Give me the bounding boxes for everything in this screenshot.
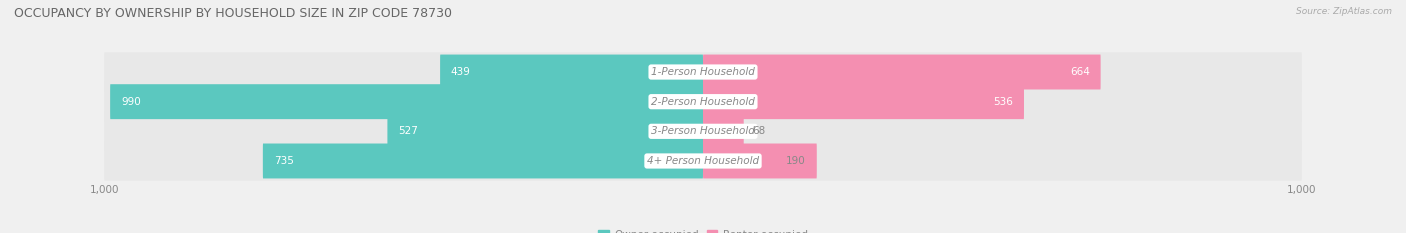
Text: 4+ Person Household: 4+ Person Household	[647, 156, 759, 166]
Text: 439: 439	[451, 67, 471, 77]
FancyBboxPatch shape	[104, 82, 1302, 121]
FancyBboxPatch shape	[703, 84, 1024, 119]
FancyBboxPatch shape	[703, 114, 744, 149]
Text: 664: 664	[1070, 67, 1090, 77]
Text: 527: 527	[398, 126, 418, 136]
FancyBboxPatch shape	[263, 144, 703, 178]
Text: 735: 735	[274, 156, 294, 166]
FancyBboxPatch shape	[110, 84, 703, 119]
Text: 2-Person Household: 2-Person Household	[651, 97, 755, 107]
Text: OCCUPANCY BY OWNERSHIP BY HOUSEHOLD SIZE IN ZIP CODE 78730: OCCUPANCY BY OWNERSHIP BY HOUSEHOLD SIZE…	[14, 7, 453, 20]
Text: 3-Person Household: 3-Person Household	[651, 126, 755, 136]
FancyBboxPatch shape	[104, 52, 1302, 92]
Legend: Owner-occupied, Renter-occupied: Owner-occupied, Renter-occupied	[595, 226, 811, 233]
FancyBboxPatch shape	[440, 55, 703, 89]
Text: 536: 536	[993, 97, 1014, 107]
FancyBboxPatch shape	[703, 55, 1101, 89]
FancyBboxPatch shape	[703, 144, 817, 178]
Text: 68: 68	[752, 126, 766, 136]
FancyBboxPatch shape	[104, 141, 1302, 181]
Text: 990: 990	[121, 97, 141, 107]
Text: 190: 190	[786, 156, 806, 166]
FancyBboxPatch shape	[388, 114, 703, 149]
Text: Source: ZipAtlas.com: Source: ZipAtlas.com	[1296, 7, 1392, 16]
Text: 1-Person Household: 1-Person Household	[651, 67, 755, 77]
FancyBboxPatch shape	[104, 112, 1302, 151]
